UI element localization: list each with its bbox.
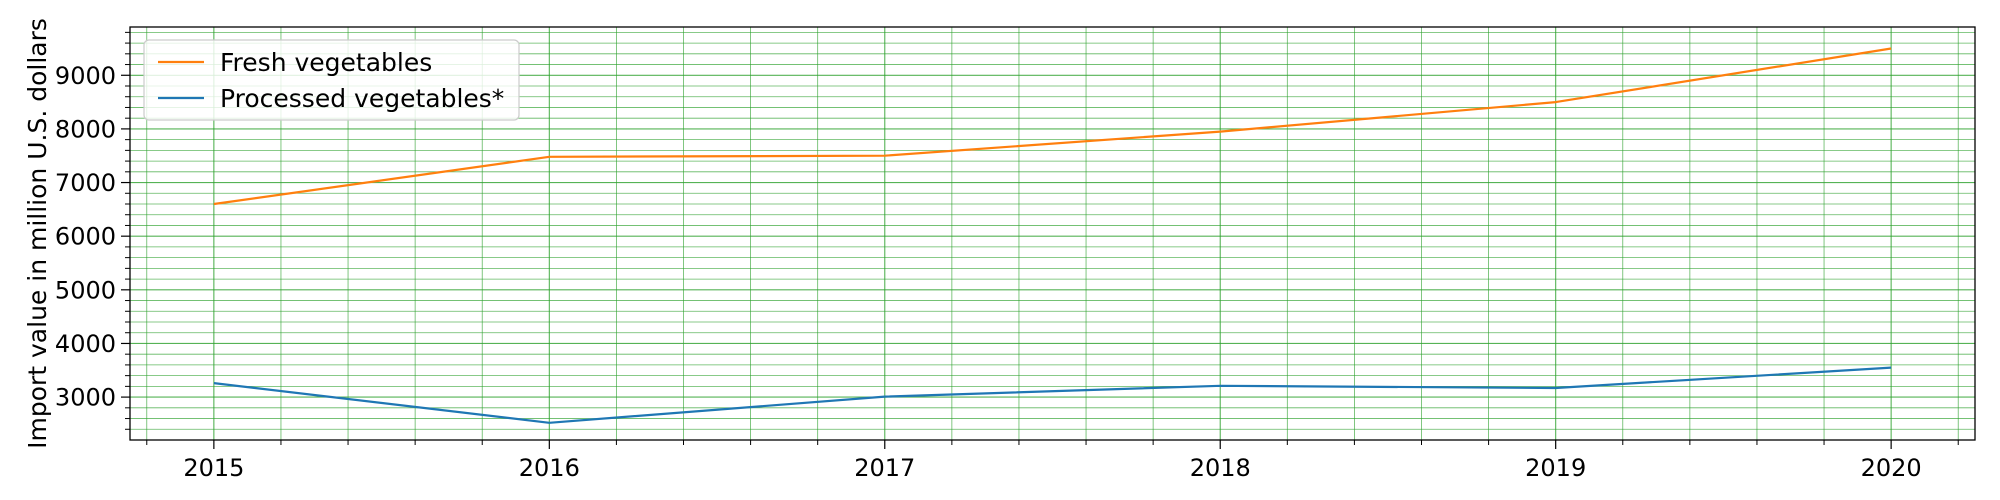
y-tick-label: 7000 [55, 169, 116, 197]
x-tick-labels: 2015 2016 2017 2018 2019 2020 [183, 454, 1921, 482]
legend-box [143, 39, 520, 121]
axis-ticks [121, 31, 1959, 449]
major-gridlines [130, 27, 1975, 440]
series-line [213, 47, 1892, 206]
y-tick-label: 6000 [55, 223, 116, 251]
x-tick-label: 2018 [1190, 454, 1251, 482]
legend-label: Fresh vegetables [220, 48, 432, 77]
x-tick-label: 2015 [183, 454, 244, 482]
x-tick-label: 2019 [1525, 454, 1586, 482]
x-tick-label: 2020 [1861, 454, 1922, 482]
y-tick-label: 4000 [55, 330, 116, 358]
y-axis-title: Import value in million U.S. dollars [23, 18, 52, 449]
legend: Fresh vegetables Processed vegetables* [143, 39, 520, 121]
x-tick-label: 2017 [854, 454, 915, 482]
y-tick-label: 5000 [55, 276, 116, 304]
y-tick-label: 9000 [55, 62, 116, 90]
minor-gridlines [130, 27, 1975, 440]
plot-frame [129, 26, 1976, 441]
x-tick-label: 2016 [519, 454, 580, 482]
y-tick-label: 8000 [55, 115, 116, 143]
series-line [213, 366, 1892, 424]
series-lines [213, 47, 1892, 424]
y-tick-labels: 3000 4000 5000 6000 7000 8000 9000 [55, 62, 116, 412]
legend-label: Processed vegetables* [220, 84, 504, 113]
y-tick-label: 3000 [55, 384, 116, 412]
